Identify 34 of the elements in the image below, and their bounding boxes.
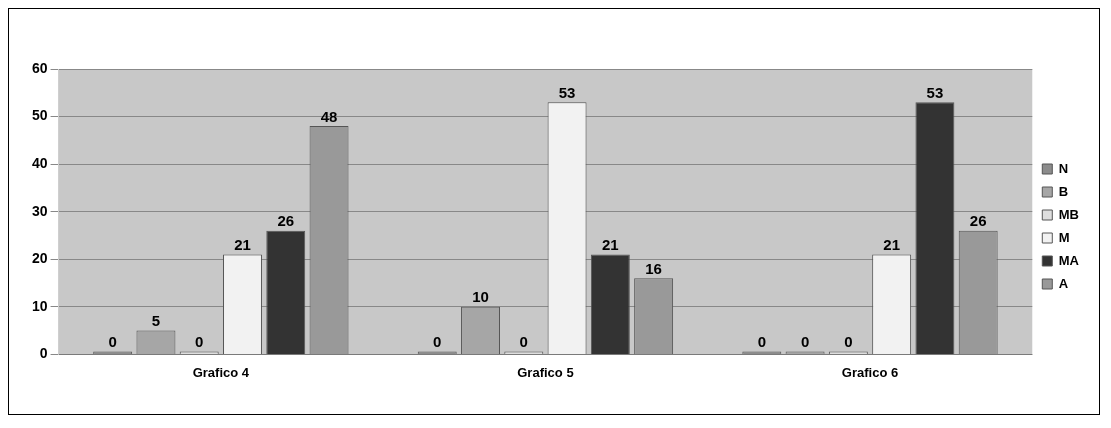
legend-label: N (1058, 160, 1069, 176)
y-tick-label: 20 (31, 250, 48, 267)
legend-label: MA (1058, 252, 1080, 268)
data-label: 0 (800, 333, 810, 351)
data-label: 53 (926, 83, 944, 101)
x-tick-label: Grafico 6 (841, 364, 899, 380)
data-label: 48 (320, 107, 338, 125)
data-label: 16 (645, 259, 662, 277)
data-label: 0 (433, 333, 442, 351)
data-label: 0 (519, 333, 528, 351)
data-label: 21 (883, 236, 900, 254)
legend-label: MB (1058, 206, 1079, 222)
y-tick-label: 30 (31, 202, 48, 219)
y-tick-label: 10 (31, 297, 48, 314)
legend-label: B (1058, 183, 1069, 199)
legend-label: M (1058, 229, 1070, 245)
data-label: 0 (844, 333, 853, 351)
data-label: 5 (151, 312, 161, 330)
data-label: 21 (602, 236, 619, 254)
data-label: 10 (472, 288, 489, 306)
x-tick-label: Grafico 4 (192, 364, 250, 380)
data-label: 53 (558, 83, 576, 101)
data-label: 0 (108, 333, 117, 351)
y-tick-label: 0 (39, 345, 48, 362)
data-label: 0 (195, 333, 204, 351)
data-label: 0 (757, 333, 766, 351)
legend-label: A (1058, 275, 1069, 291)
y-tick-label: 40 (31, 154, 48, 171)
y-tick-label: 60 (31, 59, 48, 76)
x-tick-label: Grafico 5 (517, 364, 574, 380)
y-tick-label: 50 (31, 107, 48, 124)
data-label: 21 (234, 236, 251, 254)
data-label: 26 (277, 212, 295, 230)
data-label: 26 (969, 212, 987, 230)
